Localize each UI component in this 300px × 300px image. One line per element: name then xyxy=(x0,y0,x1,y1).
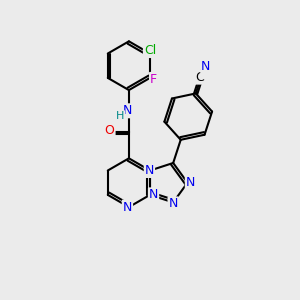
Text: N: N xyxy=(149,188,158,201)
Text: O: O xyxy=(105,124,115,137)
Text: N: N xyxy=(145,164,154,177)
Text: C: C xyxy=(196,70,204,84)
Text: H: H xyxy=(116,111,124,121)
Text: Cl: Cl xyxy=(144,44,156,57)
Text: F: F xyxy=(150,73,157,86)
Text: N: N xyxy=(186,176,195,189)
Text: N: N xyxy=(201,60,211,73)
Text: N: N xyxy=(169,197,178,210)
Text: N: N xyxy=(123,104,132,117)
Text: N: N xyxy=(123,201,132,214)
